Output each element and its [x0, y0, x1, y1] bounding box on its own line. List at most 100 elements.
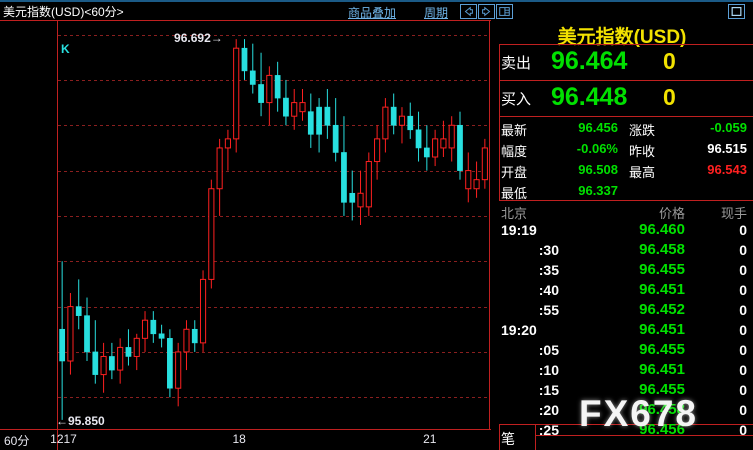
ask-row: 卖出 96.464 0 — [491, 45, 753, 81]
gridline — [58, 34, 489, 36]
candlestick-svg — [59, 39, 488, 420]
tick-row[interactable]: :35 96.455 0 — [491, 260, 753, 282]
panel-footer-line — [535, 435, 753, 436]
x-axis-tick-label: 1217 — [50, 432, 77, 446]
candle — [291, 89, 298, 130]
quote-stat-value: -0.06% — [576, 141, 618, 156]
tick-time: 19:19 — [501, 222, 537, 238]
candle — [332, 98, 339, 162]
arrow-right-icon[interactable] — [478, 4, 495, 19]
candle — [84, 297, 90, 361]
ask-price: 96.464 — [551, 47, 628, 75]
candle — [473, 161, 480, 198]
quote-stat-label: 涨跌 — [629, 123, 656, 138]
candle — [216, 138, 223, 216]
tick-volume: 0 — [739, 422, 747, 438]
candle — [324, 89, 331, 139]
tick-row[interactable]: :55 96.452 0 — [491, 300, 753, 322]
chart-y-axis-line — [57, 20, 58, 430]
quote-stat-row: 幅度 -0.06% 昨收 96.515 — [491, 139, 753, 160]
tick-row[interactable]: 19:20 96.451 0 — [491, 320, 753, 342]
candlestick-chart-pane[interactable]: K 96.796.696.596.496.396.296.196.095.9 9… — [0, 20, 491, 450]
candle — [158, 324, 165, 348]
candle — [241, 39, 248, 80]
tick-row[interactable]: :10 96.451 0 — [491, 360, 753, 382]
tick-price: 96.458 — [639, 401, 685, 418]
series-label: K — [61, 42, 70, 56]
tick-volume: 0 — [739, 222, 747, 238]
tick-price: 96.451 — [639, 281, 685, 298]
candle — [92, 320, 99, 384]
candle — [67, 293, 74, 375]
tick-volume: 0 — [739, 402, 747, 418]
chart-bottom-border — [0, 429, 491, 430]
candle — [191, 320, 198, 352]
tick-row[interactable]: 19:19 96.460 0 — [491, 220, 753, 242]
tick-volume: 0 — [739, 362, 747, 378]
quote-stat-label: 幅度 — [501, 144, 528, 159]
tick-volume: 0 — [739, 322, 747, 338]
candle — [208, 179, 215, 289]
tick-row[interactable]: :30 96.458 0 — [491, 240, 753, 262]
tick-price: 96.460 — [639, 221, 685, 238]
panel-divider — [499, 44, 753, 45]
tick-row[interactable]: :20 96.458 0 — [491, 400, 753, 422]
chart-right-border — [489, 20, 490, 430]
period-link[interactable]: 周期 — [424, 6, 449, 20]
quote-stat-value: 96.508 — [578, 162, 618, 177]
candle — [440, 120, 447, 157]
tick-row[interactable]: :25 96.456 0 — [491, 420, 753, 442]
candle — [423, 125, 430, 171]
candle — [258, 52, 264, 117]
commodity-overlay-link[interactable]: 商品叠加 — [348, 6, 397, 20]
quote-stat-value: 96.543 — [707, 162, 747, 177]
chart-period-label: 60分 — [4, 434, 30, 448]
panel-divider — [499, 80, 753, 81]
tick-time: :25 — [538, 422, 559, 438]
tick-time: :35 — [538, 262, 559, 278]
tick-price: 96.455 — [639, 381, 685, 398]
x-axis-tick-label: 21 — [423, 432, 437, 446]
panel-footer-left-border — [499, 424, 500, 450]
candle — [125, 329, 132, 366]
maximize-icon[interactable] — [728, 4, 745, 19]
tick-price: 96.455 — [639, 261, 685, 278]
gridline — [58, 261, 489, 263]
candle — [233, 39, 240, 153]
tick-price: 96.451 — [639, 361, 685, 378]
panel-left-border — [499, 44, 500, 201]
x-axis-divider — [57, 430, 58, 450]
candle — [133, 333, 140, 371]
quote-stat-row: 最新 96.456 涨跌 -0.059 — [491, 118, 753, 139]
quote-stat-value: 96.515 — [707, 141, 747, 156]
candle — [407, 102, 414, 139]
ask-volume: 0 — [663, 48, 676, 74]
arrow-left-icon[interactable] — [460, 4, 477, 19]
candle — [167, 329, 173, 398]
candle — [100, 342, 107, 393]
tick-row[interactable]: :05 96.455 0 — [491, 340, 753, 362]
tick-time: :55 — [538, 302, 559, 318]
ask-label: 卖出 — [501, 55, 532, 72]
candle — [341, 116, 347, 216]
tick-price: 96.455 — [639, 341, 685, 358]
candle — [75, 279, 82, 330]
top-toolbar: 美元指数(USD)<60分> 商品叠加 周期 — [0, 0, 753, 20]
quote-stat-label: 昨收 — [629, 144, 656, 159]
tick-row[interactable]: :15 96.455 0 — [491, 380, 753, 402]
quote-stat-row: 开盘 96.508 最高 96.543 — [491, 160, 753, 181]
tick-col-volume: 现手 — [720, 206, 747, 221]
candle — [224, 129, 231, 171]
candle — [141, 311, 149, 352]
panel-divider — [499, 424, 753, 425]
tick-volume: 0 — [739, 342, 747, 358]
candlestick-plot-area[interactable] — [58, 21, 489, 429]
tick-row[interactable]: :40 96.451 0 — [491, 280, 753, 302]
candle — [457, 111, 463, 180]
tick-volume: 0 — [739, 302, 747, 318]
tick-time: :05 — [538, 342, 559, 358]
candle — [481, 138, 488, 189]
gridline — [58, 79, 489, 81]
candle — [199, 270, 207, 352]
split-layout-icon[interactable] — [496, 4, 513, 19]
